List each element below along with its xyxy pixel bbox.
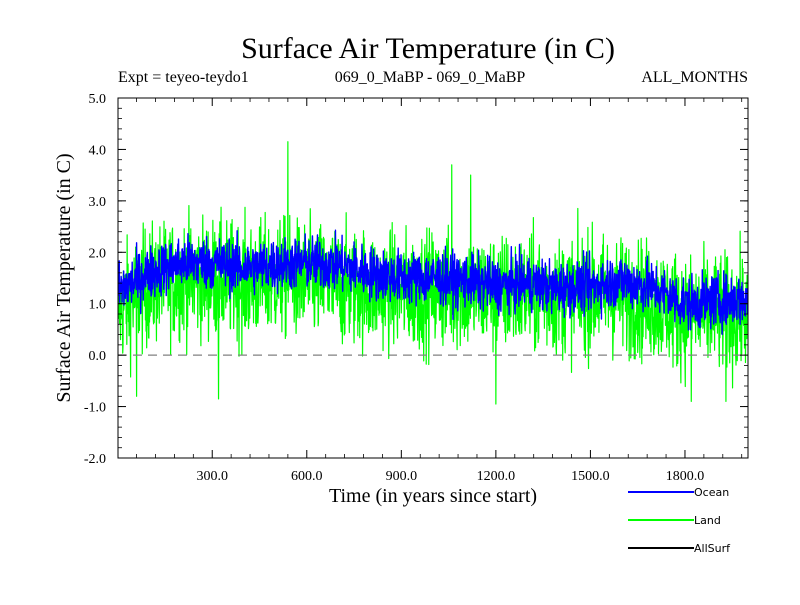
legend-label-ocean: Ocean	[694, 486, 729, 499]
series-layer	[118, 141, 748, 405]
y-tick-label: -2.0	[84, 452, 106, 467]
y-tick-label: 5.0	[89, 92, 107, 107]
y-tick-label: -1.0	[84, 401, 106, 416]
plot-frame	[117, 97, 749, 459]
chart-title: Surface Air Temperature (in C)	[241, 32, 615, 65]
x-axis-label: Time (in years since start)	[329, 485, 537, 507]
ticks-layer: 300.0 600.0 900.0 1200.0 1500.0 1800.0 -2.0 -1.…	[84, 92, 748, 484]
legend-label-land: Land	[694, 514, 721, 527]
chart-subtitle-left: Expt = teyeo-teydo1	[118, 69, 249, 86]
y-tick-label: 3.0	[89, 195, 107, 210]
legend: Ocean Land AllSurf	[628, 486, 731, 555]
y-axis-label: Surface Air Temperature (in C)	[53, 153, 75, 402]
chart-subtitle-center: 069_0_MaBP - 069_0_MaBP	[335, 69, 526, 86]
x-tick-label: 900.0	[386, 469, 418, 484]
y-tick-label: 4.0	[89, 143, 107, 158]
legend-label-allsurf: AllSurf	[694, 542, 731, 555]
x-tick-label: 1500.0	[571, 469, 610, 484]
x-tick-label: 1200.0	[477, 469, 516, 484]
series-line-ocean	[118, 229, 748, 336]
y-tick-label: 0.0	[89, 349, 107, 364]
series-line-land	[118, 141, 748, 405]
chart-subtitle-right: ALL_MONTHS	[641, 69, 748, 86]
x-tick-label: 600.0	[291, 469, 323, 484]
x-tick-label: 1800.0	[666, 469, 705, 484]
y-tick-label: 2.0	[89, 246, 107, 261]
x-tick-label: 300.0	[196, 469, 228, 484]
y-tick-label: 1.0	[89, 298, 107, 313]
